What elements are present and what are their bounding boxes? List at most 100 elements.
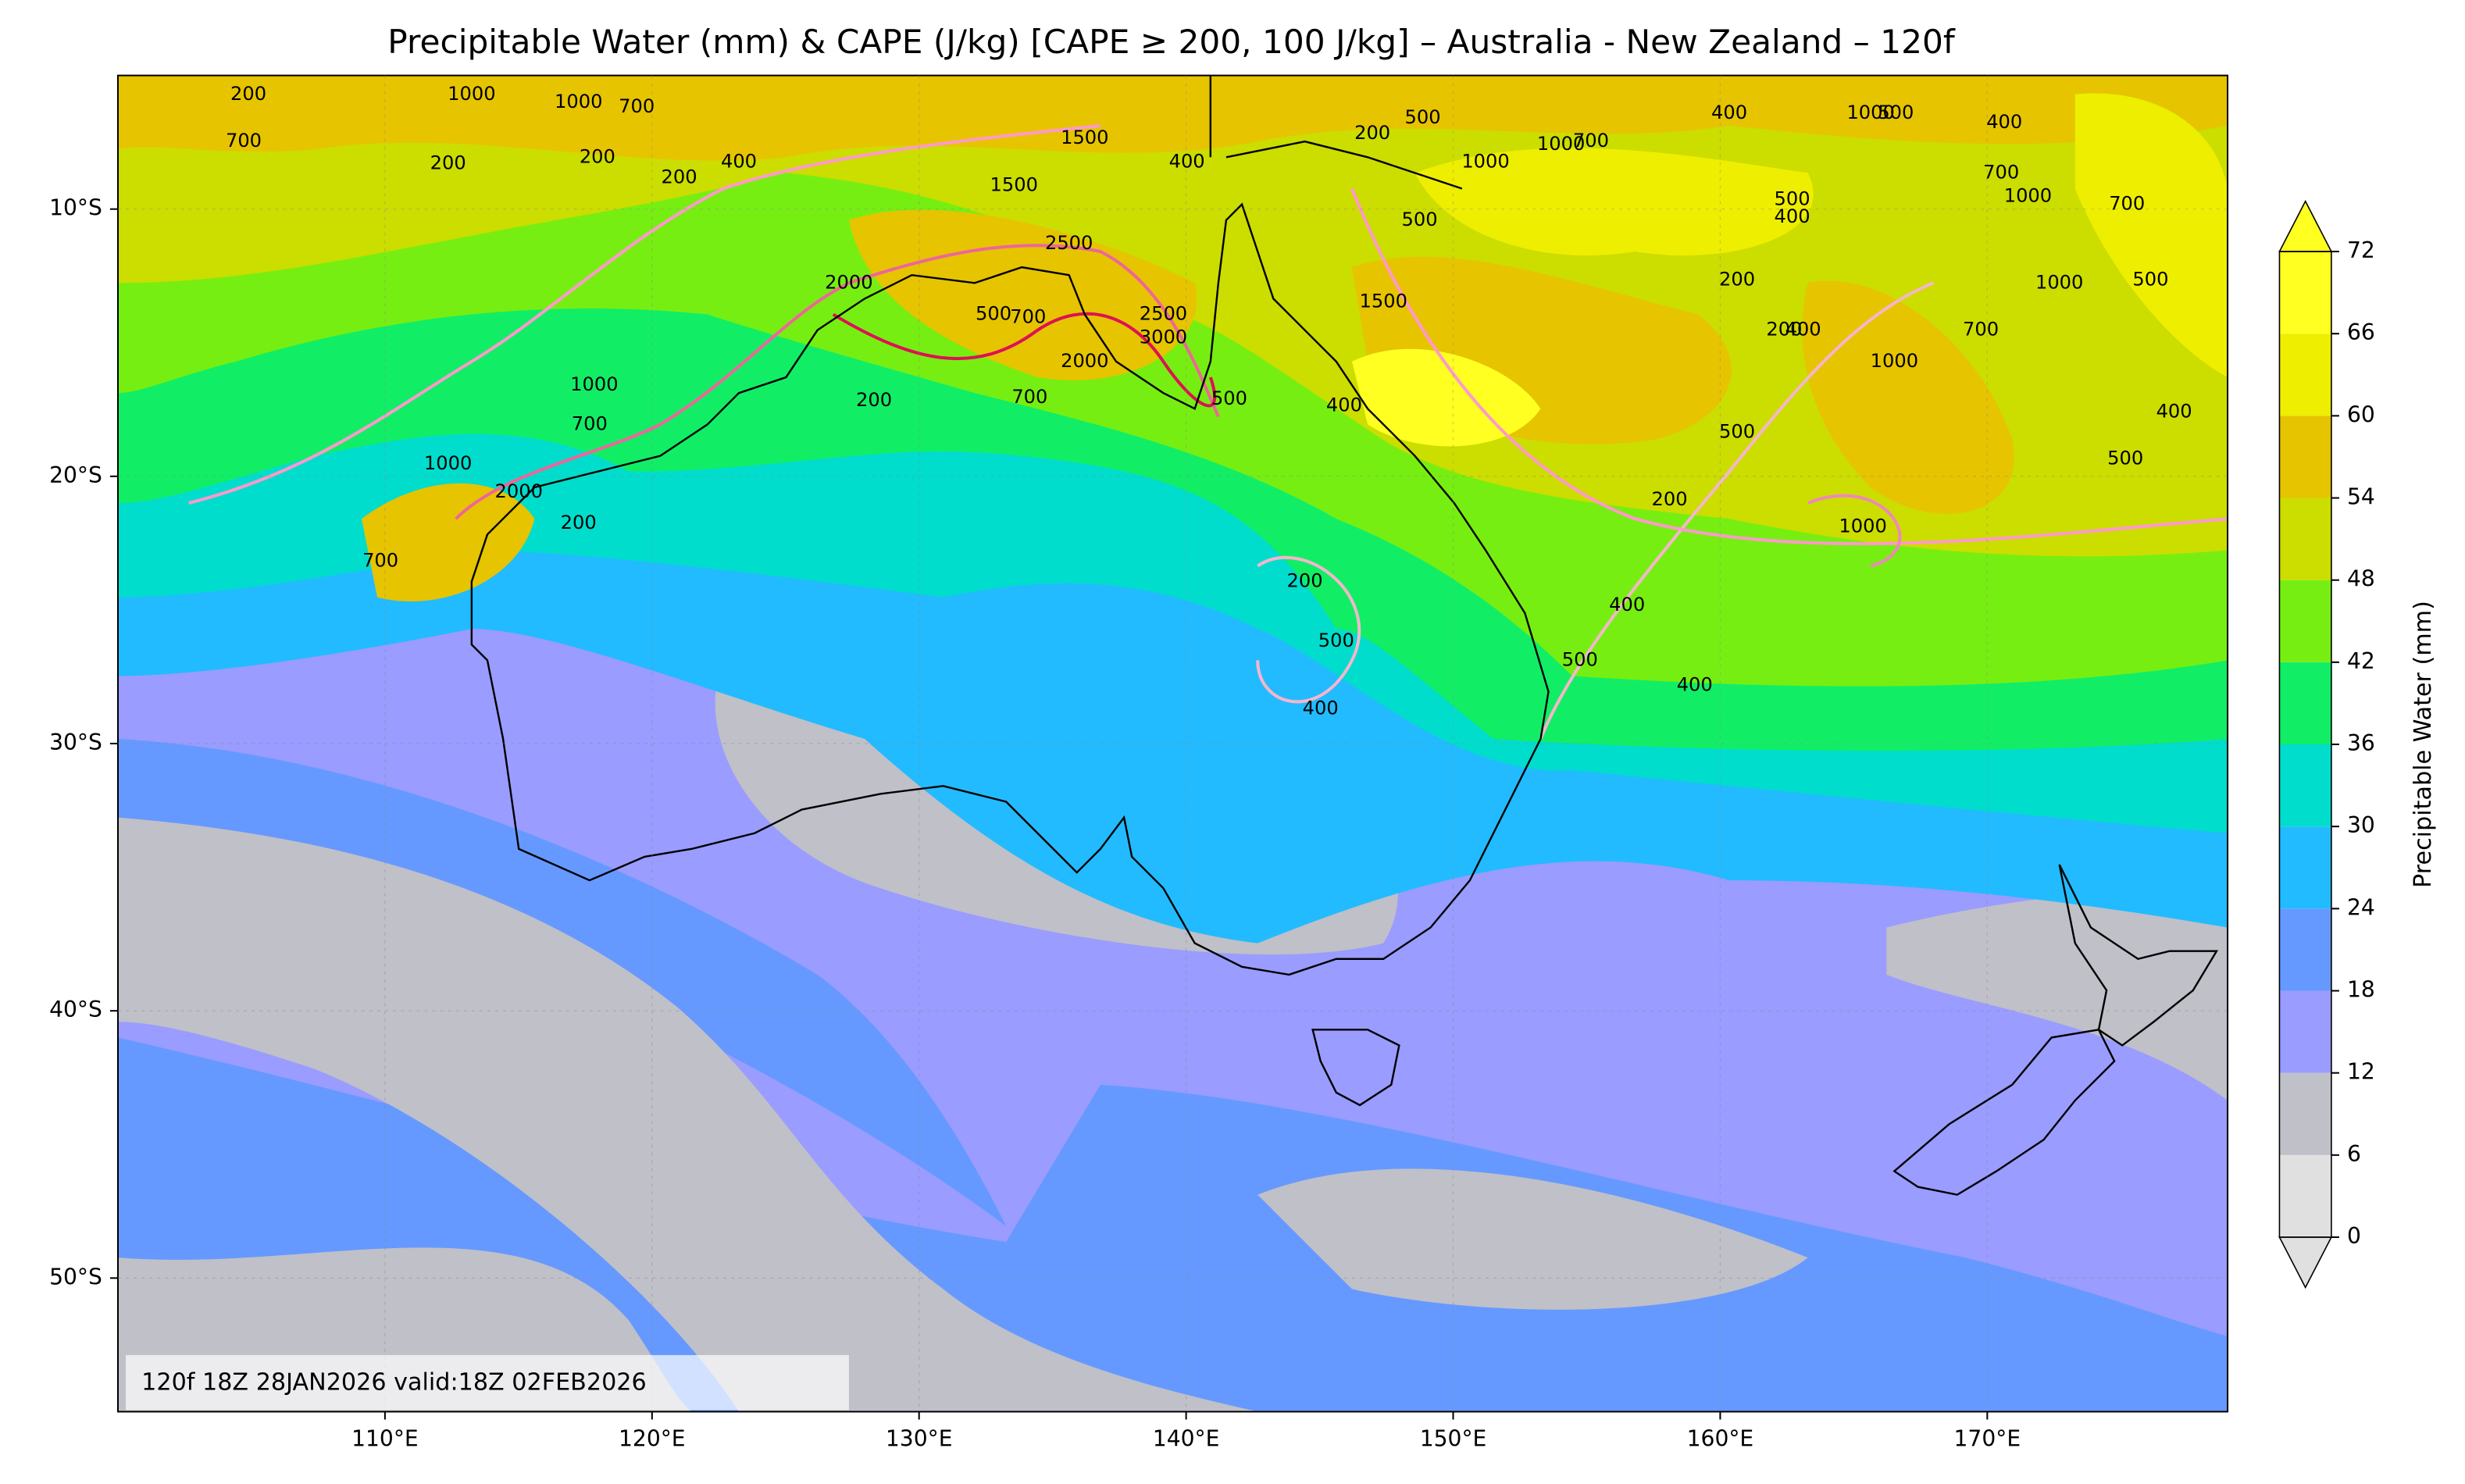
contour-label: 200	[580, 145, 615, 167]
colorbar-segment	[2279, 908, 2331, 991]
cape-contours	[188, 124, 2228, 740]
colorbar-tick-label: 12	[2347, 1059, 2375, 1085]
contour-label: 500	[1774, 188, 1810, 210]
cape-contour	[1256, 555, 1361, 704]
contour-label: 200	[856, 389, 892, 411]
colorbar: 0 6 12 18 24 30 36 42 48 54 60 66 72 Precipitable Wat…	[2278, 199, 2437, 1290]
lat-tick-label: 20°S	[49, 462, 102, 488]
contour-label: 1500	[1360, 290, 1407, 312]
lon-tick-label: 120°E	[619, 1426, 686, 1452]
contour-label: 2500	[1045, 232, 1093, 254]
colorbar-segment	[2279, 580, 2331, 662]
coastline-australia	[470, 202, 1550, 976]
cape-contour	[832, 312, 1217, 408]
field-band	[1886, 890, 2228, 1101]
colorbar-tick-label: 0	[2347, 1223, 2361, 1249]
field-band	[117, 817, 1258, 1412]
cape-contour	[188, 124, 1101, 505]
contour-label: 400	[1986, 111, 2022, 133]
colorbar-segment	[2279, 662, 2331, 745]
contour-label: 400	[1303, 697, 1339, 719]
contour-label: 1000	[1846, 102, 1894, 123]
contour-label: 700	[1573, 130, 1609, 152]
contour-label: 400	[721, 150, 757, 172]
lon-tick-label: 110°E	[351, 1426, 419, 1452]
cape-contour	[1539, 281, 1935, 740]
colorbar-extend-min	[2278, 1236, 2333, 1290]
contour-label: 2000	[495, 480, 543, 502]
contour-label: 500	[1562, 648, 1598, 670]
contour-label: 500	[1318, 630, 1354, 651]
cape-contour	[455, 244, 1220, 520]
colorbar-tick-label: 6	[2347, 1141, 2361, 1167]
contour-label: 2000	[1061, 350, 1108, 372]
contour-label: 1500	[990, 173, 1038, 195]
title: Precipitable Water (mm) & CAPE (J/kg) [C…	[387, 23, 1956, 61]
colorbar-segment	[2279, 334, 2331, 416]
contour-label: 1000	[424, 452, 472, 474]
contour-label: 500	[1719, 420, 1755, 442]
contour-label: 200	[661, 166, 697, 187]
contour-label: 700	[1983, 161, 2019, 183]
field-band	[848, 209, 1197, 380]
contour-label: 200	[1719, 268, 1755, 290]
contour-label: 2500	[1140, 303, 1187, 325]
lon-tick-label: 160°E	[1687, 1426, 1754, 1452]
colorbar-tick-label: 24	[2347, 894, 2375, 920]
lon-tick-label: 130°E	[886, 1426, 953, 1452]
colorbar-tick-label: 72	[2347, 237, 2375, 263]
colorbar-tick-label: 54	[2347, 484, 2375, 510]
colorbar-tick-label: 60	[2347, 401, 2375, 427]
lon-tick-label: 140°E	[1153, 1426, 1220, 1452]
field-band	[117, 1037, 2228, 1412]
lat-tick-label: 30°S	[49, 730, 102, 755]
contour-label: 1000	[1871, 350, 1918, 372]
contour-label: 400	[1326, 394, 1362, 416]
contour-label: 700	[1963, 319, 1999, 341]
contour-label: 500	[976, 303, 1011, 325]
coastline-nz-south	[1892, 1028, 2116, 1196]
contour-label: 500	[1878, 102, 1914, 123]
contour-label: 200	[430, 152, 466, 173]
contour-label: 700	[619, 95, 655, 117]
coastline-new-guinea	[1209, 75, 1463, 190]
contour-label: 500	[1211, 387, 1247, 409]
cape-contour	[1807, 494, 1902, 568]
colorbar-segment	[2279, 826, 2331, 909]
contour-label: 500	[1404, 106, 1440, 128]
cape-contour	[1350, 187, 2228, 546]
colorbar-tick-label: 18	[2347, 977, 2375, 1003]
contour-label: 1000	[570, 373, 618, 395]
precipitable-water-field	[117, 75, 2228, 1412]
colorbar-segment	[2279, 744, 2331, 827]
lon-tick-label: 150°E	[1420, 1426, 1487, 1452]
contour-label: 700	[572, 412, 608, 434]
field-band	[1257, 1168, 1808, 1310]
contour-label: 400	[2156, 400, 2192, 422]
contour-label: 500	[2107, 448, 2143, 469]
lat-tick-label: 10°S	[49, 195, 102, 221]
contour-label: 1000	[448, 83, 495, 105]
field-band	[2074, 93, 2228, 378]
contour-label: 400	[1711, 102, 1747, 123]
contour-label: 1000	[1537, 133, 1585, 155]
field-band	[1414, 148, 1814, 256]
contour-label: 700	[1011, 386, 1047, 408]
contour-label: 200	[1287, 570, 1323, 592]
contour-labels: 200 1000 1000 70070020020040020015001500400…	[226, 83, 2192, 719]
contour-label: 700	[226, 130, 262, 152]
colorbar-tick-label: 42	[2347, 648, 2375, 674]
contour-label: 400	[1609, 594, 1645, 615]
coastlines	[470, 75, 2219, 1196]
contour-label: 200	[230, 83, 266, 105]
contour-label: 200	[1354, 122, 1390, 144]
contour-label: 1000	[1461, 150, 1509, 172]
colorbar-segment	[2279, 416, 2331, 498]
contour-label: 200	[1766, 319, 1802, 341]
colorbar-segment	[2279, 1154, 2331, 1238]
contour-label: 700	[1010, 306, 1046, 328]
colorbar-tick-label: 30	[2347, 812, 2375, 838]
contour-label: 1500	[1061, 127, 1108, 148]
contour-label: 500	[2132, 268, 2168, 290]
